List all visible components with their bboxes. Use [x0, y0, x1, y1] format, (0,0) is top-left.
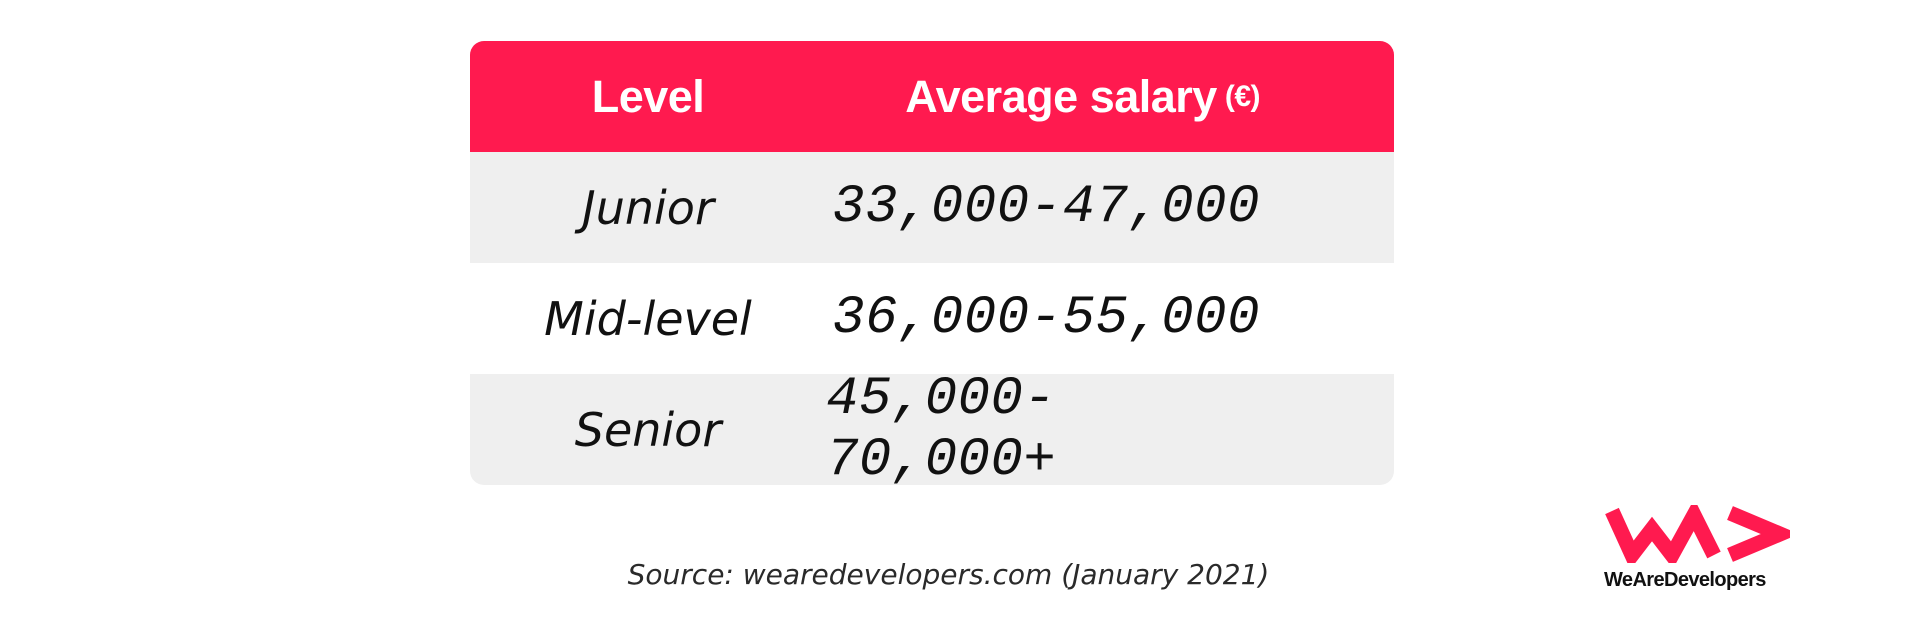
level-senior: Senior	[574, 402, 722, 457]
salary-senior: 45,000-70,000+	[826, 368, 1057, 486]
salary-table: Level Average salary (€) Junior 33,000-4…	[470, 41, 1394, 485]
salary-mid: 36,000-55,000	[832, 288, 1260, 349]
wearedevelopers-logo-icon	[1605, 505, 1790, 563]
cell-salary: 45,000-70,000+	[826, 369, 1260, 486]
table-row: Senior 45,000-70,000+	[470, 369, 1394, 486]
level-junior: Junior	[582, 180, 714, 235]
level-mid: Mid-level	[544, 291, 752, 346]
header-cell-salary: Average salary (€)	[826, 41, 1260, 152]
cell-level: Junior	[470, 152, 826, 263]
cell-level: Senior	[470, 374, 826, 485]
table-row: Mid-level 36,000-55,000	[470, 263, 1394, 374]
cell-salary: 33,000-47,000	[826, 152, 1260, 263]
table-row: Junior 33,000-47,000	[470, 152, 1394, 263]
header-cell-level: Level	[470, 41, 826, 152]
header-salary-label: Average salary	[905, 70, 1217, 122]
cell-level: Mid-level	[470, 263, 826, 374]
table-header-row: Level Average salary (€)	[470, 41, 1394, 152]
source-caption: Source: wearedevelopers.com (January 202…	[627, 558, 1270, 591]
cell-salary: 36,000-55,000	[826, 263, 1260, 374]
header-salary-unit: (€)	[1224, 79, 1261, 113]
salary-junior: 33,000-47,000	[832, 177, 1260, 238]
logo-wordmark: WeAreDevelopers	[1604, 569, 1766, 591]
header-level-label: Level	[591, 70, 705, 122]
brand-logo: WeAreDevelopers	[1604, 505, 1790, 592]
